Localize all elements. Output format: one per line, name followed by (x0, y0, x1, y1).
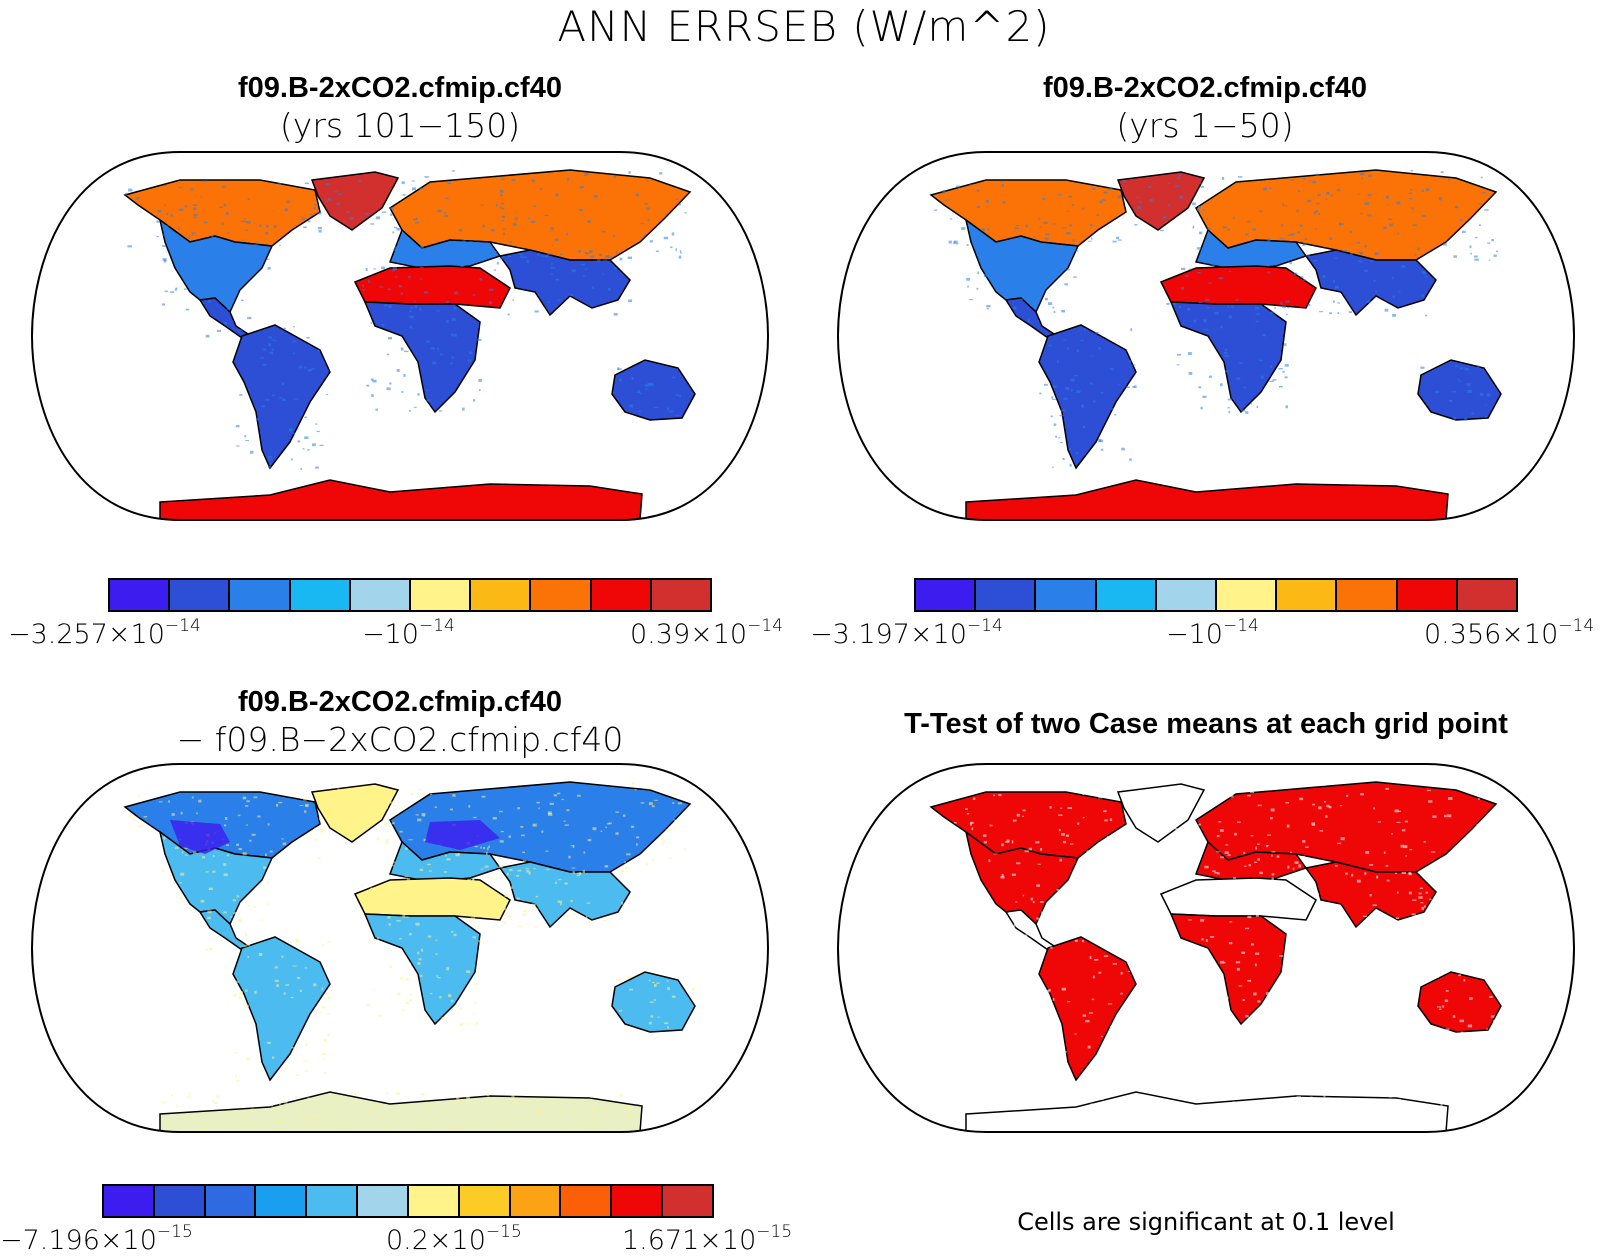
land-australia (1417, 359, 1502, 421)
colorbar-swatch (290, 580, 351, 610)
colorbar-swatch (510, 1186, 562, 1216)
colorbar-swatch (1337, 580, 1398, 610)
land-texture (934, 170, 1498, 468)
land-south-asia (498, 861, 631, 929)
land-africa (363, 301, 481, 414)
panel1-colorbar-mid-label: −10−14 (362, 616, 455, 650)
panel2-title: f09.B-2xCO2.cfmip.cf40 (1043, 72, 1367, 104)
colorbar-swatch (459, 1186, 511, 1216)
map-boundary (30, 763, 770, 1133)
colorbar-swatch (104, 1186, 155, 1216)
colorbar-swatch (230, 580, 291, 610)
colorbar-swatch (1397, 580, 1458, 610)
panel2-colorbar-max-label: 0.356×10−14 (1424, 616, 1595, 650)
panel3-map (30, 763, 770, 1133)
colorbar-swatch (408, 1186, 460, 1216)
colorbar-swatch (561, 1186, 613, 1216)
colorbar-swatch (307, 1186, 359, 1216)
colorbar-swatch (1036, 580, 1097, 610)
land-sahara-arabia (1159, 265, 1317, 309)
panel3-subtitle: − f09.B−2xCO2.cfmip.cf40 (176, 720, 624, 759)
colorbar-swatch (531, 580, 592, 610)
panel3-colorbar-min-label: −7.196×10−15 (0, 1222, 193, 1256)
land-north-america-south (158, 218, 274, 314)
land-greenland (310, 171, 400, 231)
colorbar-swatch (205, 1186, 257, 1216)
colorbar-swatch (471, 580, 532, 610)
colorbar-swatch (1217, 580, 1278, 610)
land-australia (1417, 971, 1502, 1033)
land-south-america (1038, 324, 1137, 470)
land-south-america (232, 936, 331, 1082)
panel1-colorbar (108, 578, 712, 612)
panel3-colorbar-mid-label: 0.2×10−15 (386, 1222, 522, 1256)
land-sahara-arabia (353, 265, 511, 309)
colorbar-swatch (591, 580, 652, 610)
land-africa (1169, 913, 1287, 1026)
land-north-america-south (964, 218, 1080, 314)
colorbar-swatch (663, 1186, 712, 1216)
colorbar-swatch (411, 580, 472, 610)
panel2-colorbar-min-label: −3.197×10−14 (810, 616, 1003, 650)
land-greenland (1116, 783, 1206, 843)
panel1-subtitle: (yrs 101−150) (279, 106, 521, 145)
colorbar-swatch (1096, 580, 1157, 610)
land-texture (125, 170, 687, 470)
land-texture (932, 782, 1498, 1132)
panel1-colorbar-min-label: −3.257×10−14 (8, 616, 201, 650)
colorbar-swatch (358, 1186, 409, 1216)
colorbar-swatch (256, 1186, 308, 1216)
colorbar-swatch (976, 580, 1037, 610)
land-antarctica (159, 479, 643, 520)
land-sahara-arabia (353, 877, 511, 921)
panel4-title: T-Test of two Case means at each grid po… (904, 708, 1508, 740)
panel1-title: f09.B-2xCO2.cfmip.cf40 (238, 72, 562, 104)
land-south-asia (498, 249, 631, 317)
panel1-map (30, 151, 770, 521)
colorbar-swatch (170, 580, 231, 610)
colorbar-swatch (110, 580, 171, 610)
strong-anomaly-region (170, 820, 500, 854)
colorbar-swatch (612, 1186, 664, 1216)
land-greenland (1116, 171, 1206, 231)
map-boundary (836, 151, 1576, 521)
panel3-colorbar-max-label: 1.671×10−15 (622, 1222, 793, 1256)
panel4-map (836, 763, 1576, 1133)
land-antarctica (965, 479, 1449, 520)
land-sahara-arabia (1159, 877, 1317, 921)
figure-title: ANN ERRSEB (W/m^2) (557, 2, 1051, 51)
colorbar-swatch (1156, 580, 1218, 610)
colorbar-swatch (1457, 580, 1517, 610)
panel3-title: f09.B-2xCO2.cfmip.cf40 (238, 686, 562, 718)
land-texture (128, 782, 696, 1132)
panel1-colorbar-max-label: 0.39×10−14 (630, 616, 783, 650)
land-africa (363, 913, 481, 1026)
colorbar-swatch (154, 1186, 206, 1216)
panel2-colorbar-mid-label: −10−14 (1166, 616, 1259, 650)
panel3-colorbar (102, 1184, 714, 1218)
panel2-colorbar (914, 578, 1518, 612)
map-boundary (836, 763, 1576, 1133)
land-south-america (232, 324, 331, 470)
colorbar-swatch (350, 580, 412, 610)
panel2-map (836, 151, 1576, 521)
panel2-subtitle: (yrs 1−50) (1116, 106, 1294, 145)
land-africa (1169, 301, 1287, 414)
panel4-footnote: Cells are significant at 0.1 level (1017, 1208, 1395, 1236)
colorbar-swatch (651, 580, 711, 610)
land-greenland (310, 783, 400, 843)
map-boundary (30, 151, 770, 521)
colorbar-swatch (916, 580, 977, 610)
colorbar-swatch (1277, 580, 1338, 610)
